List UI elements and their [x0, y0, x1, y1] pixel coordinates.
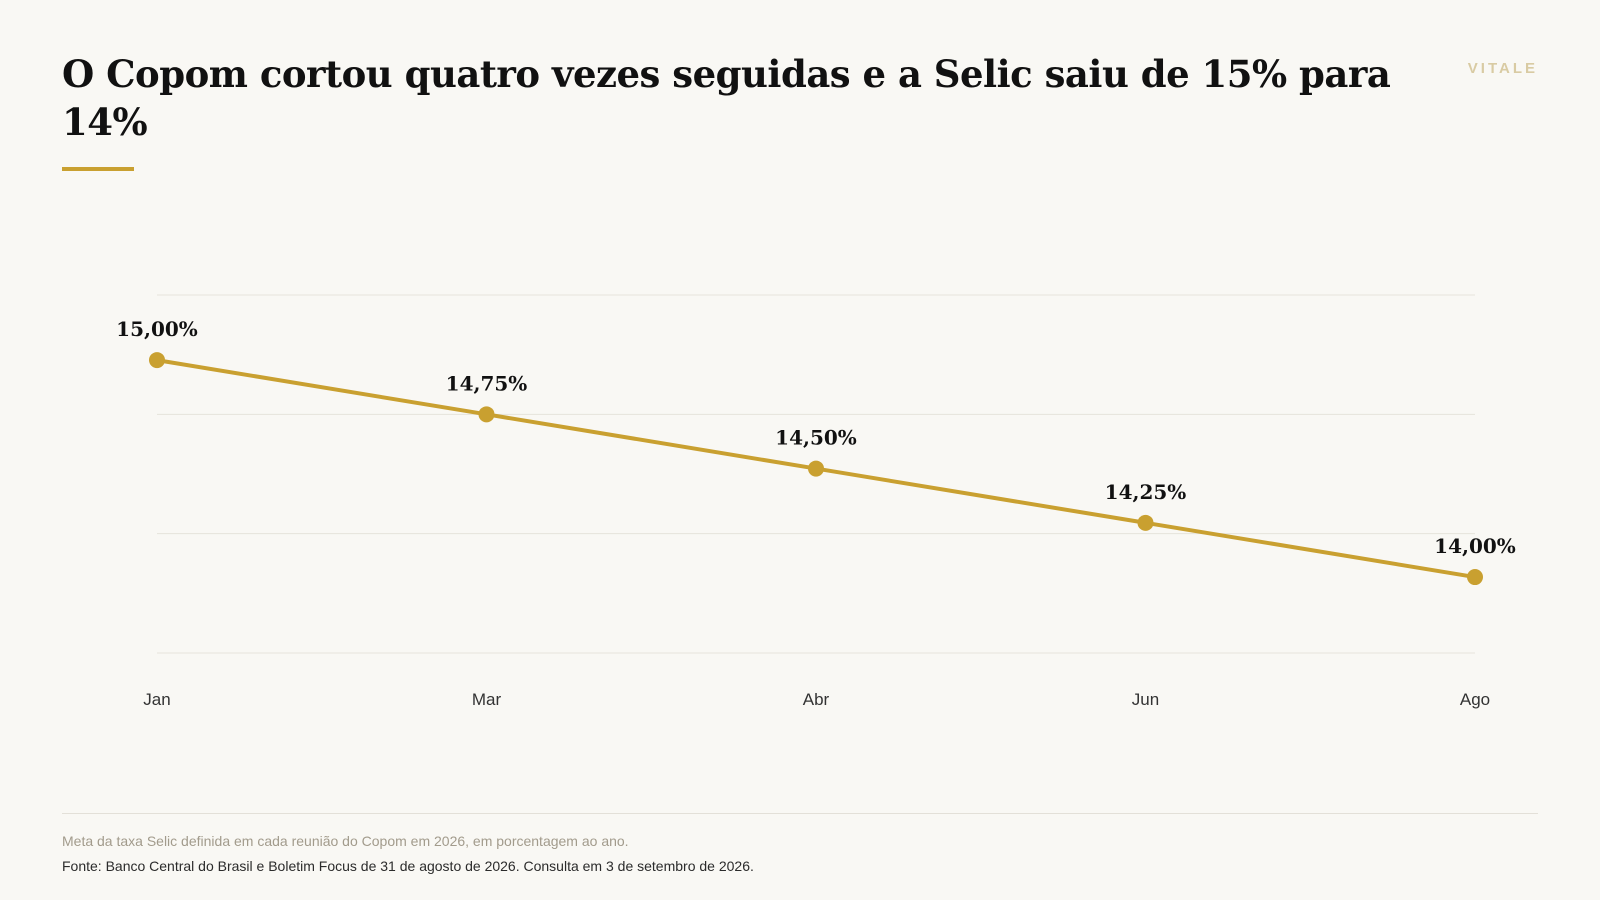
chart-title: O Copom cortou quatro vezes seguidas e a… [62, 52, 1391, 144]
x-tick-label: Abr [803, 690, 830, 709]
data-points [149, 352, 1483, 586]
x-tick-label: Jun [1132, 690, 1159, 709]
data-label: 14,50% [775, 426, 857, 450]
data-point [1137, 514, 1154, 531]
data-label: 14,25% [1105, 480, 1187, 504]
line-chart: 15,00% 14,75% 14,50% 14,25% 14,00% Jan Mar Abr… [116, 294, 1516, 709]
data-label: 15,00% [116, 317, 198, 341]
data-point [808, 460, 824, 477]
data-point [478, 406, 495, 423]
data-point [149, 352, 165, 369]
x-axis: Jan Mar Abr Jun Ago [143, 690, 1490, 709]
title-accent-rule [62, 167, 134, 171]
chart-note: Meta da taxa Selic definida em cada reun… [62, 833, 629, 849]
chart-source: Fonte: Banco Central do Brasil e Boletim… [62, 858, 754, 874]
data-point [1467, 569, 1483, 586]
x-tick-label: Mar [472, 690, 502, 709]
gridlines [157, 294, 1475, 654]
data-label: 14,75% [446, 371, 528, 395]
x-tick-label: Jan [143, 690, 170, 709]
x-tick-label: Ago [1460, 690, 1490, 709]
brand-logo: VITALE [1467, 60, 1538, 77]
data-labels: 15,00% 14,75% 14,50% 14,25% 14,00% [116, 317, 1516, 558]
data-label: 14,00% [1434, 534, 1516, 558]
footer-divider [62, 813, 1538, 814]
